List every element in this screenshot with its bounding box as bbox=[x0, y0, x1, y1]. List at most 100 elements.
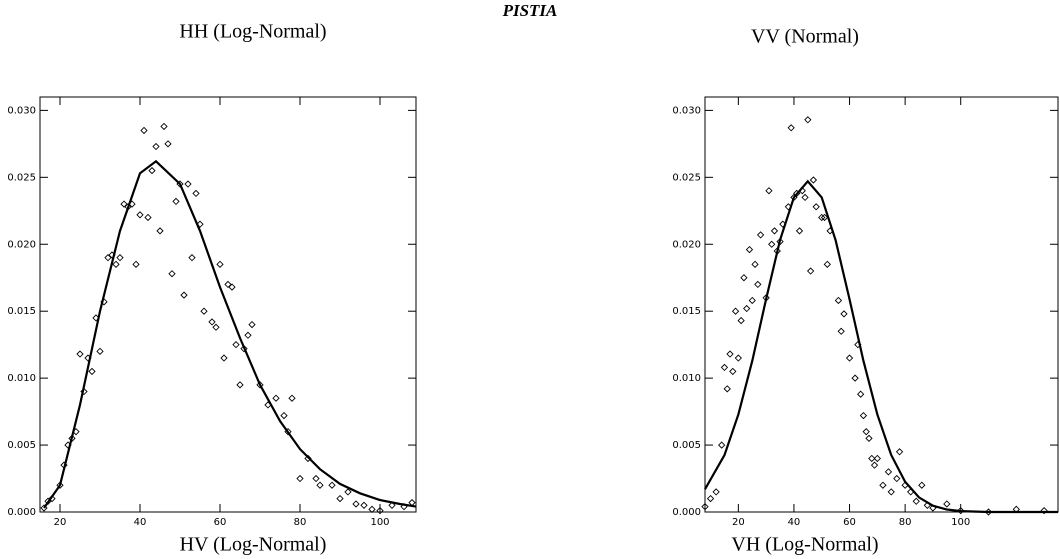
data-point bbox=[140, 126, 148, 135]
data-point bbox=[228, 283, 236, 291]
data-point bbox=[879, 481, 887, 489]
data-point bbox=[212, 323, 220, 331]
data-point bbox=[823, 260, 831, 268]
data-point bbox=[918, 481, 926, 489]
data-point bbox=[200, 307, 208, 315]
data-point bbox=[172, 197, 180, 206]
data-point bbox=[360, 501, 368, 509]
data-point bbox=[812, 203, 820, 211]
x-tick-label: 100 bbox=[951, 517, 970, 528]
data-point bbox=[851, 374, 859, 382]
data-point bbox=[706, 494, 715, 503]
data-point bbox=[304, 454, 312, 463]
data-point bbox=[726, 350, 734, 358]
data-point bbox=[895, 448, 904, 456]
plot-frame bbox=[39, 96, 417, 513]
y-tick-label: 0.020 bbox=[672, 239, 701, 250]
data-point bbox=[112, 260, 120, 268]
data-point bbox=[256, 381, 264, 389]
data-point bbox=[336, 494, 344, 503]
y-tick-label: 0.000 bbox=[672, 507, 701, 518]
data-point bbox=[770, 227, 779, 235]
data-point bbox=[312, 474, 320, 483]
data-point bbox=[756, 231, 765, 239]
data-point bbox=[887, 488, 895, 496]
y-tick-label: 0.010 bbox=[672, 373, 701, 384]
data-point bbox=[352, 500, 360, 508]
data-point bbox=[120, 200, 128, 208]
data-point bbox=[862, 428, 870, 436]
data-point bbox=[718, 441, 726, 449]
data-point bbox=[316, 481, 324, 489]
panel-title: HH (Log-Normal) bbox=[179, 21, 326, 43]
x-tick-label: 40 bbox=[788, 517, 801, 528]
fit-curve bbox=[43, 159, 417, 509]
data-point bbox=[957, 507, 965, 515]
y-tick-label: 0.005 bbox=[672, 440, 701, 451]
data-point bbox=[328, 481, 336, 489]
data-point bbox=[845, 354, 854, 362]
x-tick-label: 80 bbox=[899, 517, 912, 528]
data-point bbox=[893, 474, 901, 483]
data-point bbox=[224, 280, 232, 289]
x-tick-label: 20 bbox=[54, 517, 67, 528]
data-point bbox=[180, 291, 188, 299]
data-point bbox=[56, 481, 64, 489]
data-point bbox=[208, 318, 216, 326]
panel-caption: VH (Log-Normal) bbox=[731, 534, 878, 556]
data-point bbox=[751, 260, 759, 268]
data-point bbox=[148, 166, 156, 175]
x-tick-label: 100 bbox=[370, 517, 389, 528]
data-point bbox=[795, 227, 804, 235]
data-point bbox=[720, 363, 729, 372]
data-point bbox=[701, 503, 709, 511]
data-point bbox=[132, 260, 140, 268]
data-point bbox=[116, 254, 124, 262]
data-point bbox=[837, 327, 845, 335]
x-tick-label: 60 bbox=[214, 517, 227, 528]
fit-curve bbox=[704, 179, 1058, 514]
x-tick-label: 40 bbox=[134, 517, 147, 528]
y-tick-label: 0.030 bbox=[672, 105, 701, 116]
data-point bbox=[272, 394, 280, 402]
data-point bbox=[156, 227, 164, 235]
data-point bbox=[388, 501, 396, 509]
data-point bbox=[745, 245, 754, 254]
data-point bbox=[164, 140, 172, 148]
data-point bbox=[1040, 507, 1048, 515]
data-point bbox=[912, 497, 920, 505]
y-tick-label: 0.020 bbox=[7, 239, 36, 250]
data-point bbox=[734, 354, 742, 362]
data-point bbox=[240, 345, 248, 353]
y-tick-label: 0.015 bbox=[7, 306, 36, 317]
data-point bbox=[806, 267, 815, 275]
data-point bbox=[152, 142, 160, 151]
plot-frame bbox=[704, 96, 1059, 513]
data-point bbox=[144, 213, 152, 222]
y-tick-label: 0.030 bbox=[7, 105, 36, 116]
data-point bbox=[88, 367, 96, 376]
data-point bbox=[859, 411, 868, 420]
y-tick-label: 0.005 bbox=[7, 440, 36, 451]
data-point bbox=[743, 304, 751, 313]
data-point bbox=[376, 507, 384, 515]
y-tick-label: 0.010 bbox=[7, 373, 36, 384]
figure-title: PISTIA bbox=[502, 1, 558, 20]
panel-caption: HV (Log-Normal) bbox=[180, 534, 327, 556]
data-point bbox=[712, 488, 720, 496]
data-point bbox=[96, 347, 104, 355]
data-point bbox=[857, 390, 865, 398]
data-point bbox=[748, 296, 756, 305]
panel-title: VV (Normal) bbox=[751, 26, 859, 48]
data-point bbox=[196, 220, 204, 228]
data-point bbox=[801, 193, 809, 202]
data-point bbox=[840, 310, 848, 318]
y-tick-label: 0.025 bbox=[7, 172, 36, 183]
data-point bbox=[787, 124, 795, 132]
data-point bbox=[236, 381, 244, 389]
data-point bbox=[76, 350, 84, 358]
data-point bbox=[368, 505, 376, 513]
data-point bbox=[192, 189, 200, 198]
